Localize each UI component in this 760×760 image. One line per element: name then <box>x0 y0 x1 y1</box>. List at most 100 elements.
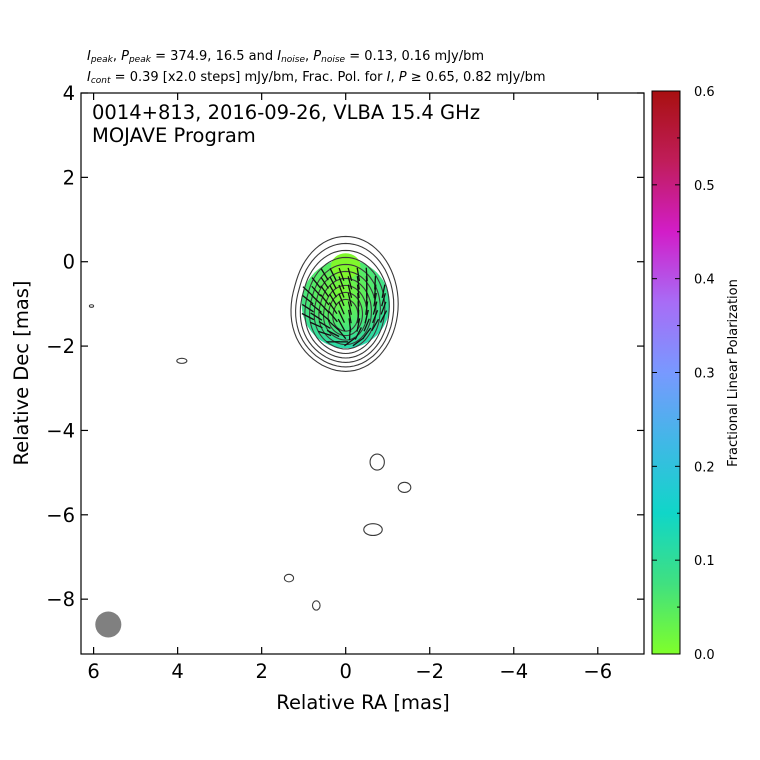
evpa-vector <box>329 285 337 298</box>
colorbar-ticks: 0.0 0.1 0.2 0.3 0.4 0.5 0.6 <box>652 85 715 663</box>
colorbar-tick-label: 0.2 <box>694 460 715 475</box>
core-contour <box>295 242 395 368</box>
evpa-vector <box>301 303 314 313</box>
evpa-vector <box>374 276 377 290</box>
evpa-vector <box>380 301 387 315</box>
evpa-vector <box>347 284 353 298</box>
evpa-vector <box>320 285 330 298</box>
evpa-vector <box>372 310 379 324</box>
evpa-vector <box>373 284 377 299</box>
beam-ellipse <box>95 611 122 638</box>
evpa-vector <box>336 327 347 340</box>
evpa-vector <box>372 301 378 315</box>
header-fracpol-threshold: ≥ 0.65, 0.82 mJy/bm <box>410 70 546 85</box>
x-tick-label: 0 <box>339 660 351 683</box>
evpa-vector <box>327 319 339 331</box>
chart-title-line-2: MOJAVE Program <box>92 124 256 147</box>
header-line-1: Ipeak, Ppeak = 374.9, 16.5 and Inoise, P… <box>87 49 485 65</box>
x-tick-label: 6 <box>87 660 99 683</box>
header-line-2: Icont = 0.39 [x2.0 steps] mJy/bm, Frac. … <box>87 70 546 86</box>
evpa-vector <box>328 310 338 323</box>
header-peak-values: = 374.9, 16.5 and <box>155 49 274 64</box>
colorbar-label: Fractional Linear Polarization <box>726 279 741 467</box>
isolated-contour <box>369 453 385 471</box>
isolated-contour <box>283 573 295 583</box>
core-contour <box>299 249 390 363</box>
evpa-vector <box>356 276 360 290</box>
evpa-vector <box>352 337 365 347</box>
colorbar-tick-label: 0.5 <box>694 179 715 194</box>
x-tick-label: 4 <box>171 660 183 683</box>
evpa-vector <box>337 318 346 332</box>
evpa-vector <box>338 293 345 307</box>
evpa-vector <box>373 292 377 307</box>
evpa-vector <box>319 294 330 306</box>
plot-frame <box>80 92 645 655</box>
colorbar-tick-label: 0.3 <box>694 367 715 382</box>
evpa-vector <box>362 327 372 340</box>
evpa-vector <box>348 309 352 324</box>
colorbar-tick-label: 0.4 <box>694 273 715 288</box>
y-axis-label: Relative Dec [mas] <box>10 280 33 465</box>
evpa-vector <box>338 284 345 298</box>
evpa-vector <box>364 309 369 324</box>
evpa-vector <box>371 318 380 332</box>
evpa-vector <box>365 301 369 315</box>
evpa-vector <box>326 329 340 338</box>
evpa-vector <box>319 311 331 322</box>
x-tick-label: −2 <box>415 660 444 683</box>
evpa-vector <box>318 330 332 337</box>
evpa-vector <box>320 268 329 281</box>
evpa-vector <box>357 292 360 307</box>
evpa-vector <box>347 267 353 282</box>
colorbar-tick-label: 0.6 <box>694 85 715 100</box>
evpa-vector <box>329 276 337 290</box>
y-tick-label: 2 <box>63 166 75 189</box>
isolated-contour <box>311 600 321 611</box>
evpa-vector <box>381 293 386 307</box>
y-tick-label: −2 <box>46 335 75 358</box>
core-contour <box>290 235 399 372</box>
evpa-vector <box>347 301 352 315</box>
core-contour <box>327 291 364 337</box>
y-tick-label: −4 <box>46 419 75 442</box>
evpa-vector <box>329 268 337 281</box>
evpa-vector <box>338 310 345 323</box>
evpa-vector <box>356 284 360 299</box>
evpa-vector <box>348 318 352 332</box>
x-tick-label: −4 <box>499 660 528 683</box>
isolated-contour <box>397 481 412 493</box>
core-contour <box>313 270 377 350</box>
evpa-vector <box>310 312 323 321</box>
header-noise-values: = 0.13, 0.16 mJy/bm <box>349 49 485 64</box>
header-contour-values: = 0.39 [x2.0 steps] mJy/bm, Frac. Pol. f… <box>114 70 383 85</box>
x-axis-label: Relative RA [mas] <box>276 691 449 714</box>
evpa-vector <box>319 302 330 314</box>
chart-title-line-1: 0014+813, 2016-09-26, VLBA 15.4 GHz <box>92 101 480 124</box>
colorbar-tick-label: 0.0 <box>694 648 715 663</box>
evpa-vector <box>338 267 345 281</box>
colorbar-tick-label: 0.1 <box>694 554 715 569</box>
y-tick-label: −8 <box>46 588 75 611</box>
evpa-vector <box>347 276 353 290</box>
isolated-contour <box>176 357 188 364</box>
y-tick-label: −6 <box>46 504 75 527</box>
evpa-vector <box>338 301 345 315</box>
y-tick-label: 4 <box>63 82 75 105</box>
evpa-vector <box>329 293 338 306</box>
evpa-vector <box>310 294 322 305</box>
evpa-vector <box>379 310 388 323</box>
evpa-vector <box>311 277 322 289</box>
evpa-vector <box>363 318 370 332</box>
evpa-vector <box>356 267 361 282</box>
evpa-vector <box>302 294 314 305</box>
evpa-vector <box>365 267 368 282</box>
evpa-vector <box>310 303 322 313</box>
evpa-vector <box>318 320 331 330</box>
evpa-vector <box>356 318 361 332</box>
evpa-vector <box>381 284 386 298</box>
evpa-vectors <box>301 267 388 347</box>
evpa-vector <box>301 312 315 321</box>
x-tick-label: 2 <box>255 660 267 683</box>
